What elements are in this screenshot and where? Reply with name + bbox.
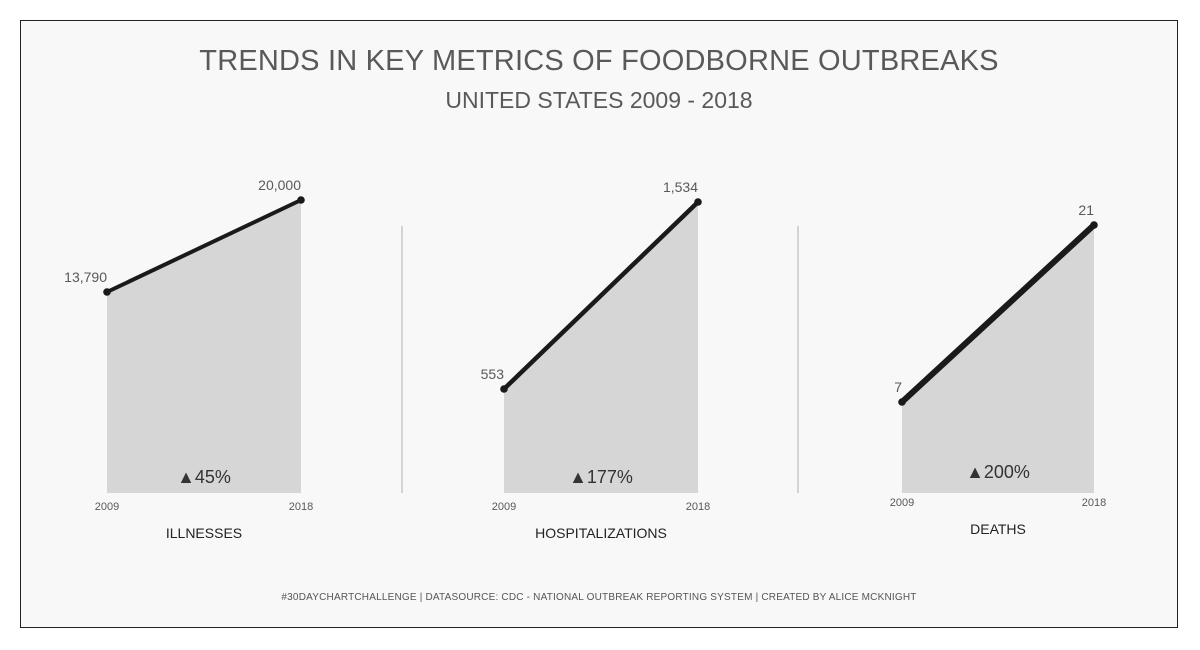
deaths-point-start xyxy=(898,398,906,406)
deaths-area xyxy=(902,225,1094,493)
chart-subtitle: UNITED STATES 2009 - 2018 xyxy=(445,87,753,113)
chart-frame: TRENDS IN KEY METRICS OF FOODBORNE OUTBR… xyxy=(20,20,1178,628)
hospitalizations-point-end xyxy=(694,198,702,206)
deaths-value-end: 21 xyxy=(1078,202,1094,218)
hospitalizations-area xyxy=(504,202,698,493)
hospitalizations-value-start: 553 xyxy=(481,366,505,382)
illnesses-point-start xyxy=(103,288,111,296)
illnesses-value-end: 20,000 xyxy=(258,177,301,193)
footer-credits: #30DAYCHARTCHALLENGE | DATASOURCE: CDC -… xyxy=(281,592,917,603)
charts-canvas: 13,790 20,000 ▲45% 2009 2018 ILLNESSES 553 1,53… xyxy=(64,177,1106,541)
hospitalizations-year-end: 2018 xyxy=(686,501,710,513)
illnesses-point-end xyxy=(297,196,305,204)
chart-title: TRENDS IN KEY METRICS OF FOODBORNE OUTBR… xyxy=(199,45,999,77)
hospitalizations-trend-line xyxy=(501,199,701,392)
hospitalizations-point-start xyxy=(500,385,508,393)
deaths-trend-line xyxy=(899,222,1097,405)
hospitalizations-change-label: ▲177% xyxy=(569,467,633,487)
deaths-value-start: 7 xyxy=(894,379,902,395)
illnesses-area xyxy=(107,200,301,493)
illnesses-year-start: 2009 xyxy=(95,501,119,513)
illnesses-trend-line xyxy=(105,198,303,294)
deaths-year-end: 2018 xyxy=(1082,497,1106,509)
illnesses-change-label: ▲45% xyxy=(177,467,231,487)
hospitalizations-value-end: 1,534 xyxy=(663,179,698,195)
illnesses-value-start: 13,790 xyxy=(64,269,107,285)
illnesses-category-label: ILLNESSES xyxy=(166,525,242,541)
illnesses-year-end: 2018 xyxy=(289,501,313,513)
hospitalizations-year-start: 2009 xyxy=(492,501,516,513)
deaths-change-label: ▲200% xyxy=(966,462,1030,482)
deaths-category-label: DEATHS xyxy=(970,521,1026,537)
deaths-year-start: 2009 xyxy=(890,497,914,509)
hospitalizations-category-label: HOSPITALIZATIONS xyxy=(535,525,667,541)
deaths-point-end xyxy=(1090,221,1098,229)
